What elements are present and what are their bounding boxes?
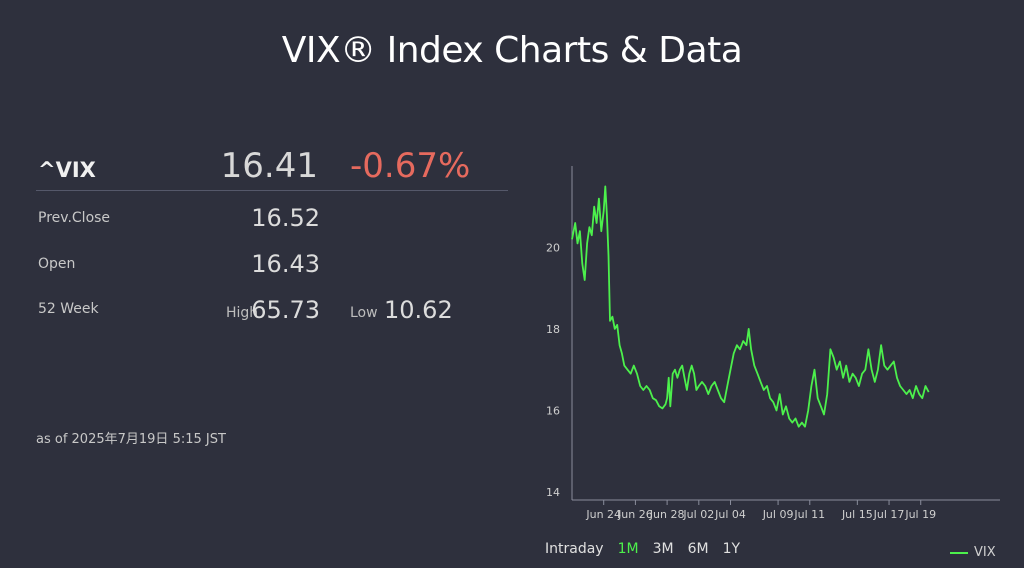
as-of-timestamp: as of 2025年7月19日 5:15 JST	[36, 432, 226, 447]
x-tick-label: Jul 04	[714, 508, 746, 521]
range-6m[interactable]: 6M	[687, 541, 709, 557]
high-label: High	[226, 305, 259, 321]
open-value: 16.43	[251, 250, 320, 278]
x-tick-label: Jul 11	[793, 508, 825, 521]
legend-swatch	[950, 551, 968, 554]
week52-label: 52 Week	[38, 301, 99, 317]
open-label: Open	[38, 256, 76, 272]
y-tick-label: 18	[546, 323, 560, 336]
last-price: 16.41	[220, 146, 318, 186]
prev-close-value: 16.52	[251, 204, 320, 232]
x-tick-label: Jul 02	[682, 508, 714, 521]
symbol-label: ^VIX	[38, 158, 96, 182]
page-title: VIX® Index Charts & Data	[281, 30, 743, 71]
low-value: 10.62	[384, 296, 453, 324]
x-tick-label: Jun 24	[585, 508, 621, 521]
low-label: Low	[350, 305, 378, 321]
range-1m[interactable]: 1M	[617, 541, 639, 557]
x-tick-label: Jul 15	[841, 508, 873, 521]
percent-change: -0.67%	[350, 146, 471, 186]
prev-close-label: Prev.Close	[38, 210, 111, 226]
legend-label-vix: VIX	[974, 545, 996, 560]
y-tick-label: 16	[546, 404, 560, 417]
chart-legend: VIX	[950, 545, 996, 560]
y-tick-label: 14	[546, 486, 560, 499]
series-line-vix	[571, 185, 930, 428]
range-1y[interactable]: 1Y	[722, 541, 741, 557]
symbol-row: ^VIX 16.41 -0.67%	[36, 140, 508, 191]
x-tick-label: Jul 09	[762, 508, 794, 521]
chart-series	[571, 185, 930, 428]
x-tick-label: Jun 28	[649, 508, 685, 521]
high-value: 65.73	[251, 296, 320, 324]
x-tick-label: Jul 17	[873, 508, 905, 521]
range-intraday[interactable]: Intraday	[545, 541, 604, 557]
x-tick-label: Jun 26	[617, 508, 653, 521]
range-selector: Intraday 1M 3M 6M 1Y	[545, 541, 754, 557]
y-tick-label: 20	[546, 241, 560, 254]
range-3m[interactable]: 3M	[652, 541, 674, 557]
x-tick-label: Jul 19	[904, 508, 936, 521]
